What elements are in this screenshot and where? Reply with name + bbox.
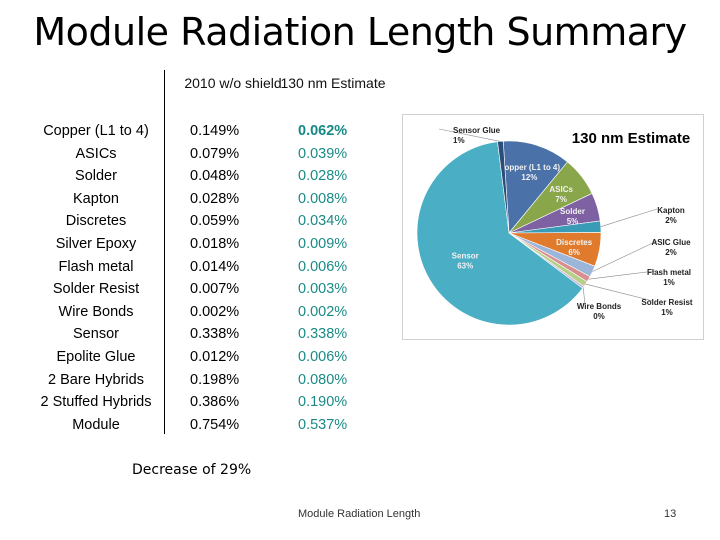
slice-label: Discretes — [556, 238, 593, 247]
value-2010: 0.198% — [190, 371, 240, 388]
leader-line — [585, 283, 654, 302]
value-130nm: 0.034% — [298, 213, 348, 230]
slice-label: Copper (L1 to 4) — [499, 163, 561, 172]
value-130nm: 0.028% — [298, 168, 348, 185]
slice-percent: 1% — [661, 308, 673, 317]
component-name: Flash metal — [58, 258, 134, 275]
chart-title: 130 nm Estimate — [572, 130, 690, 147]
value-130nm: 0.190% — [298, 394, 348, 411]
value-2010: 0.007% — [190, 281, 240, 298]
column-divider — [164, 70, 165, 434]
decrease-note: Decrease of 29% — [132, 462, 252, 478]
component-name: Solder — [75, 168, 117, 185]
slice-percent: 12% — [521, 173, 537, 182]
value-2010: 0.014% — [190, 258, 240, 275]
slice-label: Kapton — [657, 206, 685, 215]
component-name: 2 Bare Hybrids — [48, 371, 144, 388]
slice-label: ASIC Glue — [651, 238, 691, 247]
value-130nm: 0.080% — [298, 371, 348, 388]
slice-percent: 7% — [555, 195, 567, 204]
component-names: Copper (L1 to 4) ASICs Solder Kapton Discret… — [28, 120, 164, 436]
value-130nm: 0.003% — [298, 281, 348, 298]
value-2010: 0.028% — [190, 190, 240, 207]
value-130nm: 0.008% — [298, 190, 348, 207]
values-2010: 0.149% 0.079% 0.048% 0.028% 0.059% 0.018% 0.01… — [190, 120, 260, 436]
value-2010: 0.002% — [190, 303, 240, 320]
pie-chart-svg: 130 nm Estimate Copper (L1 to 4)12% ASICs7… — [416, 126, 693, 326]
value-130nm: 0.039% — [298, 145, 348, 162]
leader-line — [588, 270, 656, 280]
slice-label: Solder — [560, 207, 585, 216]
slice-percent: 1% — [453, 136, 465, 145]
pie-slice-sensor — [416, 141, 583, 326]
values-130nm: 0.062% 0.039% 0.028% 0.008% 0.034% 0.009% 0.00… — [298, 120, 368, 436]
header-2010: 2010 w/o shield — [184, 75, 282, 91]
leader-line — [600, 208, 658, 227]
value-2010: 0.338% — [190, 326, 240, 343]
slice-label: ASICs — [549, 185, 573, 194]
component-name: Solder Resist — [52, 281, 140, 298]
slice-label: Sensor Glue — [453, 126, 501, 135]
slice-label: Solder Resist — [641, 298, 692, 307]
value-2010: 0.018% — [190, 235, 240, 252]
value-130nm: 0.009% — [298, 235, 348, 252]
component-name: ASICs — [75, 145, 117, 162]
value-130nm: 0.062% — [298, 123, 348, 139]
value-130nm: 0.006% — [298, 258, 348, 275]
value-130nm: 0.002% — [298, 303, 348, 320]
page-number: 13 — [664, 508, 677, 520]
value-2010: 0.012% — [190, 348, 240, 365]
value-2010: 0.149% — [190, 123, 240, 139]
slice-percent: 2% — [665, 248, 677, 257]
component-name: Silver Epoxy — [55, 235, 137, 252]
component-name: Copper (L1 to 4) — [43, 123, 149, 139]
slice-label: Wire Bonds — [577, 302, 622, 311]
component-name: Sensor — [73, 326, 119, 343]
slice-percent: 2% — [665, 216, 677, 225]
component-name: Wire Bonds — [58, 303, 134, 320]
component-name: 2 Stuffed Hybrids — [40, 394, 152, 411]
value-130nm: 0.338% — [298, 326, 348, 343]
slide-title: Module Radiation Length Summary — [33, 10, 687, 54]
component-name: Module — [72, 416, 120, 433]
leader-line — [592, 240, 658, 272]
value-2010: 0.386% — [190, 394, 240, 411]
slice-label: Flash metal — [647, 268, 691, 277]
value-2010: 0.754% — [190, 416, 240, 433]
value-2010: 0.059% — [190, 213, 240, 230]
footer-text: Module Radiation Length — [298, 508, 421, 520]
slice-percent: 6% — [568, 248, 580, 257]
slice-label: Sensor — [452, 251, 479, 260]
value-130nm: 0.537% — [298, 416, 348, 433]
leader-line — [582, 287, 586, 306]
value-2010: 0.048% — [190, 168, 240, 185]
value-130nm: 0.006% — [298, 348, 348, 365]
slice-percent: 5% — [567, 217, 579, 226]
value-2010: 0.079% — [190, 145, 240, 162]
slice-percent: 0% — [593, 312, 605, 321]
slice-percent: 63% — [457, 261, 473, 270]
component-name: Epolite Glue — [56, 348, 136, 365]
component-name: Kapton — [73, 190, 119, 207]
pie-slice-copper-l1-to-4- — [502, 140, 568, 234]
header-130nm: 130 nm Estimate — [280, 75, 386, 91]
component-name: Discretes — [65, 213, 127, 230]
leader-line — [438, 128, 501, 142]
pie-chart: 130 nm Estimate Copper (L1 to 4) 12% ASICs 7… — [402, 114, 704, 340]
slice-percent: 1% — [663, 278, 675, 287]
